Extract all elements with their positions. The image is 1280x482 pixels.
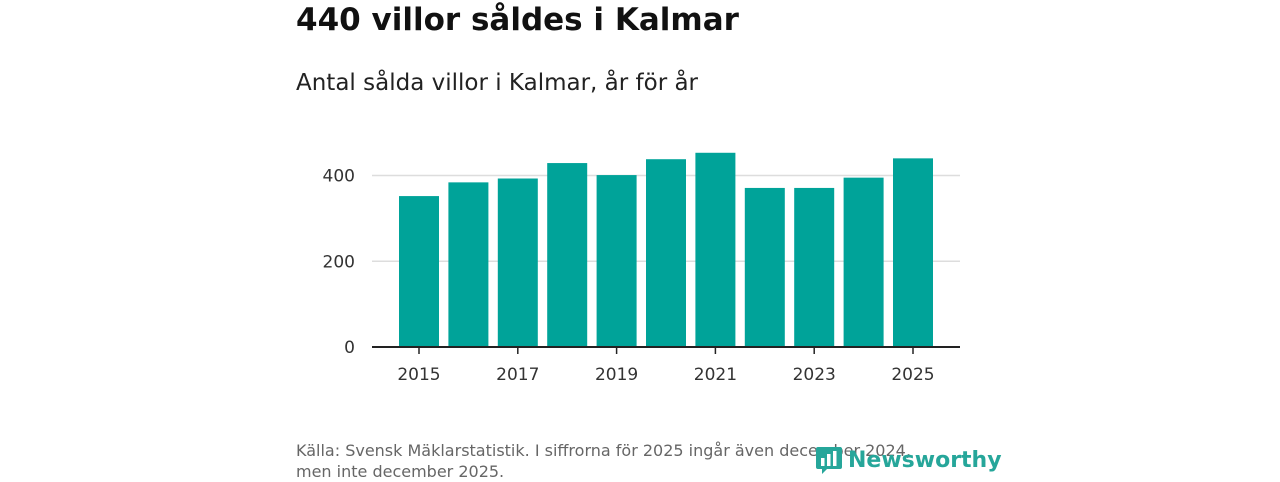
x-tick-label: 2023 — [793, 365, 836, 385]
source-line-1: Källa: Svensk Mäklarstatistik. I siffror… — [296, 441, 911, 460]
bar-2016 — [448, 182, 489, 347]
bar-2023 — [794, 187, 835, 347]
bar-2021 — [695, 152, 736, 347]
x-tick-label: 2019 — [595, 365, 638, 385]
bar-2017 — [497, 178, 538, 347]
bars — [399, 152, 933, 347]
newsworthy-logo: Newsworthy — [814, 444, 1002, 476]
source-line-2: men inte december 2025. — [296, 462, 505, 481]
chart-title: 440 villor såldes i Kalmar — [296, 2, 739, 38]
bar-2015 — [399, 196, 439, 347]
y-tick-label: 0 — [344, 338, 355, 358]
bar-2018 — [547, 163, 588, 347]
x-tick-label: 2015 — [397, 365, 440, 385]
source-note: Källa: Svensk Mäklarstatistik. I siffror… — [296, 440, 956, 482]
x-tick-label: 2025 — [891, 365, 934, 385]
newsworthy-chart-bubble-icon — [816, 447, 842, 474]
chart-subtitle: Antal sålda villor i Kalmar, år för år — [296, 70, 699, 96]
bar-2025 — [893, 158, 933, 347]
bar-2024 — [843, 177, 884, 347]
y-tick-label: 200 — [323, 252, 355, 272]
x-tick-label: 2017 — [496, 365, 539, 385]
y-tick-label: 400 — [323, 167, 355, 187]
x-tick-label: 2021 — [694, 365, 737, 385]
bar-2020 — [646, 159, 686, 347]
bar-2022 — [744, 187, 785, 347]
logo-text: Newsworthy — [848, 447, 1002, 473]
axes: 0 200 400 2015 2017 2019 2021 2023 2025 — [323, 167, 960, 385]
bar-chart: 0 200 400 2015 2017 2019 2021 2023 2025 — [323, 152, 960, 385]
bar-2019 — [596, 175, 637, 347]
